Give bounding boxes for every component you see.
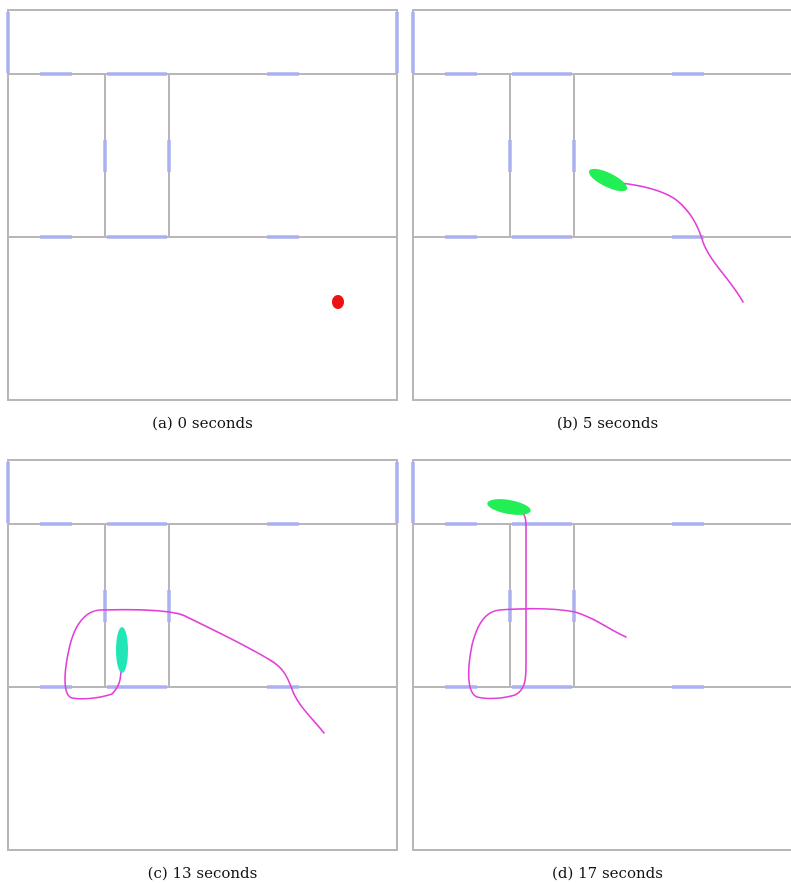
outer-wall — [412, 9, 791, 401]
outer-wall — [7, 9, 398, 401]
position-estimate — [588, 168, 628, 192]
panel-caption: (b) 5 seconds — [557, 414, 658, 432]
trajectory — [467, 506, 627, 700]
panel-d: (d) 17 seconds — [411, 459, 791, 882]
position-estimate — [116, 627, 128, 673]
floor-plan — [6, 9, 399, 401]
panel-a: (a) 0 seconds — [6, 9, 399, 432]
outer-wall — [7, 459, 398, 851]
trajectory — [620, 182, 744, 303]
panel-b: (b) 5 seconds — [411, 9, 791, 432]
panel-caption: (a) 0 seconds — [152, 414, 253, 432]
panel-caption: (c) 13 seconds — [148, 864, 258, 882]
floor-plan — [411, 9, 791, 401]
panel-c: (c) 13 seconds — [6, 459, 399, 882]
position-estimate — [332, 295, 344, 309]
panel-caption: (d) 17 seconds — [552, 864, 663, 882]
floor-plan — [411, 459, 791, 851]
outer-wall — [412, 459, 791, 851]
position-estimate — [487, 499, 531, 515]
floor-plan — [6, 459, 399, 851]
trajectory — [64, 608, 325, 734]
